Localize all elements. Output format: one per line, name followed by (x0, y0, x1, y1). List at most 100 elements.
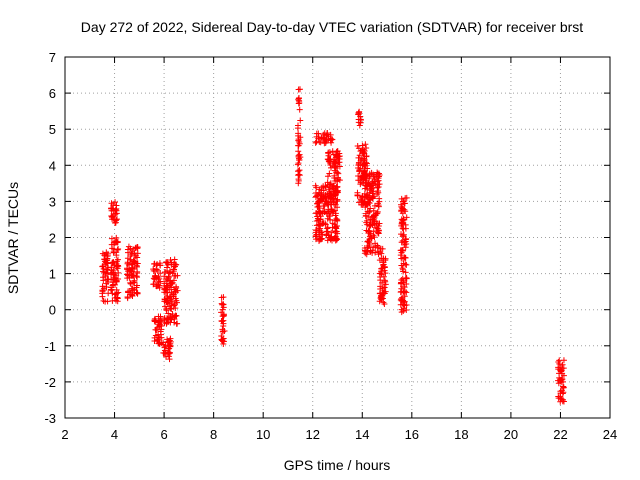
data-point (363, 152, 370, 159)
data-point (314, 192, 321, 199)
data-point (334, 147, 341, 154)
data-point (397, 201, 404, 208)
data-point (360, 149, 367, 156)
data-point (100, 263, 107, 270)
data-point (295, 171, 302, 178)
data-point (324, 224, 331, 231)
data-point (402, 235, 409, 242)
data-point (400, 205, 407, 212)
data-point (107, 286, 114, 293)
data-point (155, 313, 162, 320)
data-point (375, 183, 382, 190)
data-point (329, 184, 336, 191)
data-point (133, 282, 140, 289)
data-point (380, 299, 387, 306)
data-point (108, 235, 115, 242)
data-point (174, 320, 181, 327)
data-point (100, 277, 107, 284)
data-point (130, 257, 137, 264)
data-point (398, 306, 405, 313)
data-point (220, 294, 227, 301)
data-point (102, 256, 109, 263)
data-point (355, 145, 362, 152)
data-point (334, 157, 341, 164)
data-point (379, 265, 386, 272)
data-point (379, 245, 386, 252)
data-point (365, 239, 372, 246)
y-tick-label: -1 (44, 339, 56, 354)
data-point (166, 350, 173, 357)
data-point (125, 288, 132, 295)
data-point (334, 148, 341, 155)
data-point (334, 230, 341, 237)
data-point (376, 181, 383, 188)
data-point (400, 225, 407, 232)
data-point (296, 151, 303, 158)
data-point (559, 378, 566, 385)
data-point (326, 188, 333, 195)
data-point (108, 205, 115, 212)
data-point (312, 182, 319, 189)
data-point (297, 134, 304, 141)
data-point (160, 339, 167, 346)
data-point (333, 225, 340, 232)
data-point (104, 253, 111, 260)
data-point (376, 195, 383, 202)
data-point (359, 142, 366, 149)
data-point (151, 337, 158, 344)
data-point (153, 326, 160, 333)
data-point (329, 220, 336, 227)
data-point (398, 195, 405, 202)
data-point (324, 225, 331, 232)
data-point (168, 259, 175, 266)
x-tick-label: 12 (305, 427, 319, 442)
data-point (134, 289, 141, 296)
data-point (334, 216, 341, 223)
data-point (154, 281, 161, 288)
data-point (330, 151, 337, 158)
x-tick-label: 10 (256, 427, 270, 442)
data-point (372, 240, 379, 247)
data-point (170, 292, 177, 299)
data-point (219, 318, 226, 325)
y-tick-label: 6 (49, 86, 56, 101)
data-point (319, 135, 326, 142)
data-point (219, 328, 226, 335)
data-point (402, 254, 409, 261)
data-point (295, 168, 302, 175)
data-point (397, 252, 404, 259)
data-point (402, 269, 409, 276)
data-point (155, 333, 162, 340)
data-point (113, 239, 120, 246)
data-point (330, 160, 337, 167)
data-point (114, 238, 121, 245)
data-point (320, 193, 327, 200)
data-point (403, 289, 410, 296)
data-point (328, 206, 335, 213)
data-point (220, 311, 227, 318)
data-point (113, 297, 120, 304)
data-point (130, 246, 137, 253)
data-point (318, 184, 325, 191)
data-point (356, 152, 363, 159)
data-point (356, 108, 363, 115)
data-point (322, 220, 329, 227)
data-point (327, 192, 334, 199)
data-point (378, 255, 385, 262)
data-point (114, 262, 121, 269)
data-point (174, 287, 181, 294)
y-tick-label: 7 (49, 50, 56, 65)
data-point (150, 267, 157, 274)
x-tick-label: 18 (454, 427, 468, 442)
data-point (124, 246, 131, 253)
data-point (163, 264, 170, 271)
data-point (161, 280, 168, 287)
data-point (99, 268, 106, 275)
x-tick-label: 16 (405, 427, 419, 442)
y-tick-label: -3 (44, 411, 56, 426)
data-point (124, 271, 131, 278)
data-point (162, 343, 169, 350)
data-point (370, 171, 377, 178)
data-point (110, 201, 117, 208)
